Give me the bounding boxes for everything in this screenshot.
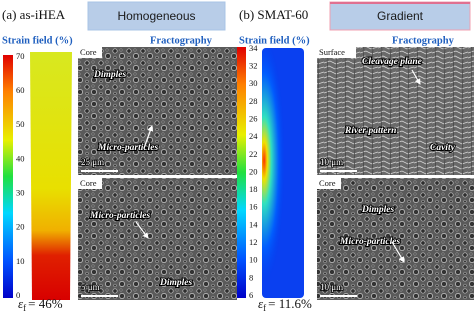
arrow [411, 69, 421, 85]
colorbar-tick: 32 [249, 61, 258, 71]
annotation: Dimples [361, 205, 394, 215]
region-tag: Core [80, 178, 97, 188]
elongation-symbol: ε [258, 296, 264, 311]
elongation: εf = 46% [18, 296, 63, 313]
panel-label: (a) as-iHEA [2, 7, 66, 22]
banner-accent [330, 2, 470, 4]
annotation: Dimples [93, 70, 126, 80]
elongation-text: = 46% [28, 296, 63, 311]
banner-text: Homogeneous [117, 9, 195, 23]
colorbar [3, 55, 13, 298]
colorbar-tick: 20 [249, 166, 258, 176]
elongation-subscript: f [263, 303, 266, 313]
panel-label: (b) SMAT-60 [239, 7, 308, 22]
scale-label: 10 μm [320, 282, 343, 292]
colorbar-tick: 30 [249, 78, 258, 88]
specimen-hotspot [262, 48, 304, 298]
colorbar-tick: 26 [249, 114, 258, 124]
annotation: Cleavage plane [362, 57, 423, 67]
colorbar-tick: 20 [16, 222, 25, 232]
specimen [30, 52, 72, 300]
strain-title: Strain field (%) [2, 35, 73, 46]
colorbar-tick: 16 [249, 202, 258, 212]
sem-image [78, 47, 237, 175]
sem-image [317, 47, 474, 175]
region-tag-bg [78, 47, 102, 58]
colorbar-tick: 10 [16, 256, 25, 266]
arrow [391, 241, 405, 263]
sem-image [317, 178, 474, 300]
annotation: Dimples [159, 278, 192, 288]
strain-title: Strain field (%) [239, 35, 310, 46]
sem-image [78, 178, 237, 300]
region-tag: Core [319, 178, 336, 188]
region-tag-bg [317, 47, 356, 58]
colorbar-tick: 14 [249, 219, 258, 229]
annotation: River pattern [344, 126, 396, 136]
colorbar-tick: 18 [249, 184, 258, 194]
region-tag: Surface [319, 47, 345, 57]
colorbar-tick: 12 [249, 237, 258, 247]
colorbar-tick: 24 [249, 131, 258, 141]
colorbar-tick: 60 [16, 85, 25, 95]
arrow [143, 125, 154, 149]
elongation-text: = 11.6% [268, 296, 312, 311]
colorbar-tick: 28 [249, 96, 258, 106]
colorbar-tick: 30 [16, 188, 25, 198]
elongation: εf = 11.6% [258, 296, 312, 313]
scale-label: 25 μm [81, 157, 104, 167]
elongation-subscript: f [23, 303, 26, 313]
elongation-symbol: ε [18, 296, 24, 311]
colorbar-tick: 10 [249, 255, 258, 265]
annotation: Micro-particles [339, 237, 400, 247]
banner-text: Gradient [377, 9, 424, 23]
banner-box [87, 1, 226, 31]
colorbar-tick: 50 [16, 119, 25, 129]
colorbar-tick: 70 [16, 51, 25, 61]
arrow [135, 221, 149, 239]
colorbar-tick: 40 [16, 153, 25, 163]
colorbar-tick: 8 [249, 272, 253, 282]
colorbar-tick: 0 [16, 290, 20, 300]
fracto-title: Fractography [392, 35, 455, 46]
region-tag-bg [317, 178, 341, 189]
colorbar [237, 47, 246, 298]
scale-label: 5 μm [81, 282, 100, 292]
region-tag-bg [78, 178, 102, 189]
scale-label: 10 μm [320, 157, 343, 167]
fracto-title: Fractography [150, 35, 213, 46]
colorbar-tick: 34 [249, 43, 258, 53]
region-tag: Core [80, 47, 97, 57]
colorbar-tick: 6 [249, 290, 253, 300]
colorbar-tick: 22 [249, 149, 258, 159]
annotation: Cavity [430, 143, 456, 153]
annotation: Micro-particles [97, 143, 158, 153]
annotation: Micro-particles [89, 211, 150, 221]
